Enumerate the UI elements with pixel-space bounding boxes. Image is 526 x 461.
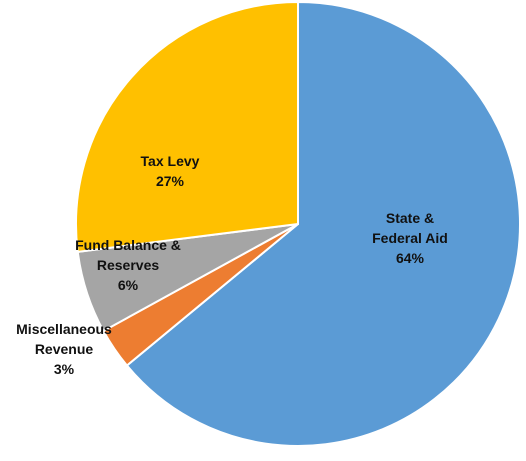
slice-percent-label: 27% <box>156 173 185 189</box>
slice-name-label: Reserves <box>97 257 159 273</box>
slice-label-tax-levy: Tax Levy 27% <box>141 153 200 189</box>
slice-percent-label: 64% <box>396 250 425 266</box>
slice-name-label: State & <box>386 210 434 226</box>
slice-name-label: Tax Levy <box>141 153 200 169</box>
slice-name-label: Fund Balance & <box>75 237 181 253</box>
pie-slices <box>75 0 521 447</box>
slice-percent-label: 3% <box>54 361 75 377</box>
slice-name-label: Revenue <box>35 341 94 357</box>
pie-labels: State & Federal Aid 64% Miscellaneous Revenu… <box>16 153 448 377</box>
pie-slice-state-federal-aid <box>125 0 521 447</box>
slice-name-label: Miscellaneous <box>16 321 112 337</box>
slice-label-miscellaneous-revenue: Miscellaneous Revenue 3% <box>16 321 112 377</box>
slice-label-fund-balance-reserves: Fund Balance & Reserves 6% <box>75 237 181 293</box>
pie-slice-tax-levy <box>75 0 299 253</box>
slice-name-label: Federal Aid <box>372 230 448 246</box>
slice-label-state-federal-aid: State & Federal Aid 64% <box>372 210 448 266</box>
slice-percent-label: 6% <box>118 277 139 293</box>
